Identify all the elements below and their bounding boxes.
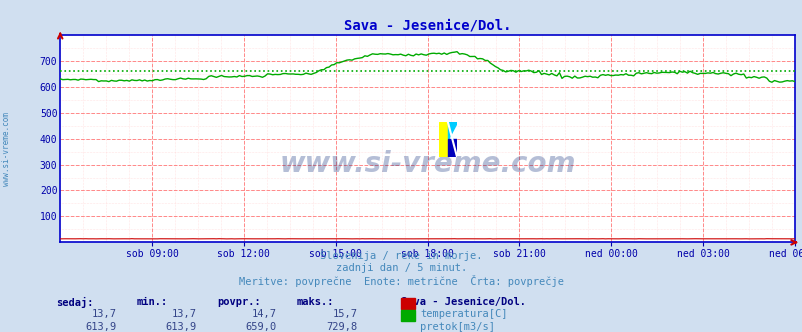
- Text: 13,7: 13,7: [172, 309, 196, 319]
- Text: 13,7: 13,7: [91, 309, 116, 319]
- Text: 729,8: 729,8: [326, 322, 357, 332]
- Text: temperatura[C]: temperatura[C]: [419, 309, 507, 319]
- Text: 15,7: 15,7: [332, 309, 357, 319]
- Polygon shape: [438, 122, 448, 157]
- Text: min.:: min.:: [136, 297, 168, 307]
- Title: Sava - Jesenice/Dol.: Sava - Jesenice/Dol.: [343, 18, 511, 32]
- Text: pretok[m3/s]: pretok[m3/s]: [419, 322, 494, 332]
- Text: maks.:: maks.:: [297, 297, 334, 307]
- Text: www.si-vreme.com: www.si-vreme.com: [279, 149, 575, 178]
- Polygon shape: [448, 139, 456, 157]
- Text: 14,7: 14,7: [252, 309, 277, 319]
- Text: zadnji dan / 5 minut.: zadnji dan / 5 minut.: [335, 263, 467, 273]
- Text: 613,9: 613,9: [165, 322, 196, 332]
- Text: Sava - Jesenice/Dol.: Sava - Jesenice/Dol.: [401, 297, 526, 307]
- Text: 659,0: 659,0: [245, 322, 277, 332]
- Text: sedaj:: sedaj:: [56, 297, 94, 308]
- Text: povpr.:: povpr.:: [217, 297, 260, 307]
- Polygon shape: [448, 122, 456, 139]
- Text: www.si-vreme.com: www.si-vreme.com: [2, 113, 11, 186]
- Text: Meritve: povprečne  Enote: metrične  Črta: povprečje: Meritve: povprečne Enote: metrične Črta:…: [239, 275, 563, 287]
- Text: 613,9: 613,9: [85, 322, 116, 332]
- Text: Slovenija / reke in morje.: Slovenija / reke in morje.: [320, 251, 482, 261]
